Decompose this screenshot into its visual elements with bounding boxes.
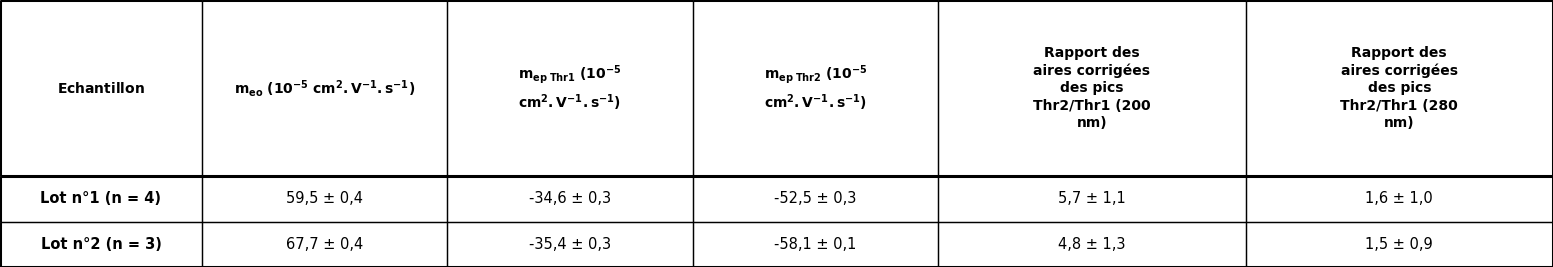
Text: -52,5 ± 0,3: -52,5 ± 0,3 <box>773 191 857 206</box>
Text: 1,6 ± 1,0: 1,6 ± 1,0 <box>1365 191 1433 206</box>
Text: 4,8 ± 1,3: 4,8 ± 1,3 <box>1058 237 1126 252</box>
Text: Rapport des
aires corrigées
des pics
Thr2/Thr1 (200
nm): Rapport des aires corrigées des pics Thr… <box>1033 46 1151 130</box>
Text: $\mathbf{m_{eo}~(10^{-5}~cm^{2}.V^{-1}.s^{-1})}$: $\mathbf{m_{eo}~(10^{-5}~cm^{2}.V^{-1}.s… <box>235 78 415 99</box>
Text: 59,5 ± 0,4: 59,5 ± 0,4 <box>286 191 363 206</box>
Text: $\mathbf{Echantillon}$: $\mathbf{Echantillon}$ <box>57 81 144 96</box>
Text: $\mathbf{m_{ep~Thr1}~(10^{-5}}$
$\mathbf{cm^{2}.V^{-1}.s^{-1})}$: $\mathbf{m_{ep~Thr1}~(10^{-5}}$ $\mathbf… <box>519 63 621 113</box>
Text: -58,1 ± 0,1: -58,1 ± 0,1 <box>773 237 857 252</box>
Text: $\mathbf{m_{ep~Thr2}~(10^{-5}}$
$\mathbf{cm^{2}.V^{-1}.s^{-1})}$: $\mathbf{m_{ep~Thr2}~(10^{-5}}$ $\mathbf… <box>764 63 867 113</box>
Text: 67,7 ± 0,4: 67,7 ± 0,4 <box>286 237 363 252</box>
Text: -35,4 ± 0,3: -35,4 ± 0,3 <box>530 237 610 252</box>
Text: Lot n°2 (n = 3): Lot n°2 (n = 3) <box>40 237 162 252</box>
Text: Lot n°1 (n = 4): Lot n°1 (n = 4) <box>40 191 162 206</box>
Text: -34,6 ± 0,3: -34,6 ± 0,3 <box>530 191 610 206</box>
Text: 1,5 ± 0,9: 1,5 ± 0,9 <box>1365 237 1433 252</box>
Text: Rapport des
aires corrigées
des pics
Thr2/Thr1 (280
nm): Rapport des aires corrigées des pics Thr… <box>1340 46 1458 130</box>
Text: 5,7 ± 1,1: 5,7 ± 1,1 <box>1058 191 1126 206</box>
